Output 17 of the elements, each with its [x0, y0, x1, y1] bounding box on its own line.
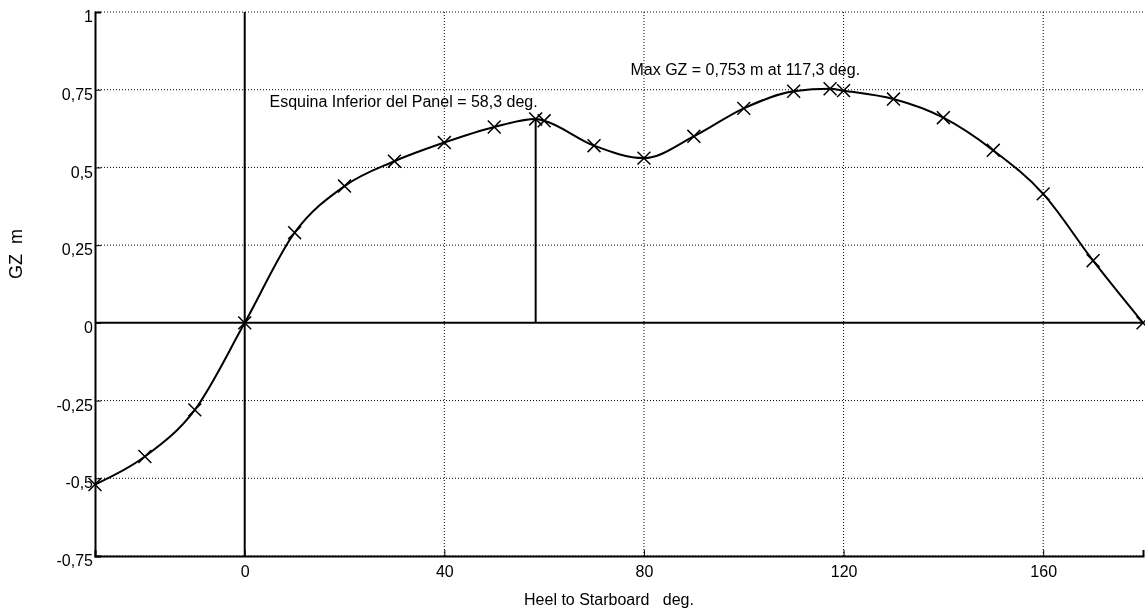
x-axis-title: Heel to Starboard deg.	[524, 591, 694, 608]
y-tick-label: -0,25	[56, 396, 94, 414]
y-tick-label: 1	[84, 8, 94, 26]
y-tick-label: 0,25	[61, 241, 94, 259]
y-tick-label: -0,5	[65, 474, 94, 492]
y-axis-title: GZ m	[6, 229, 26, 279]
annotation: Max GZ = 0,753 m at 117,3 deg.	[630, 60, 861, 78]
ref-line-label: Esquina Inferior del Panel = 58,3 deg.	[269, 92, 538, 110]
x-tick-label: 160	[1030, 562, 1058, 580]
x-tick-label: 80	[635, 562, 654, 580]
x-tick-label: 120	[830, 562, 858, 580]
y-tick-label: -0,75	[56, 552, 94, 570]
x-tick-label: 40	[435, 562, 454, 580]
y-tick-label: 0,5	[70, 163, 94, 181]
y-tick-label: 0	[84, 318, 94, 336]
y-tick-label: 0,75	[61, 85, 94, 103]
x-tick-label: 0	[240, 562, 250, 580]
